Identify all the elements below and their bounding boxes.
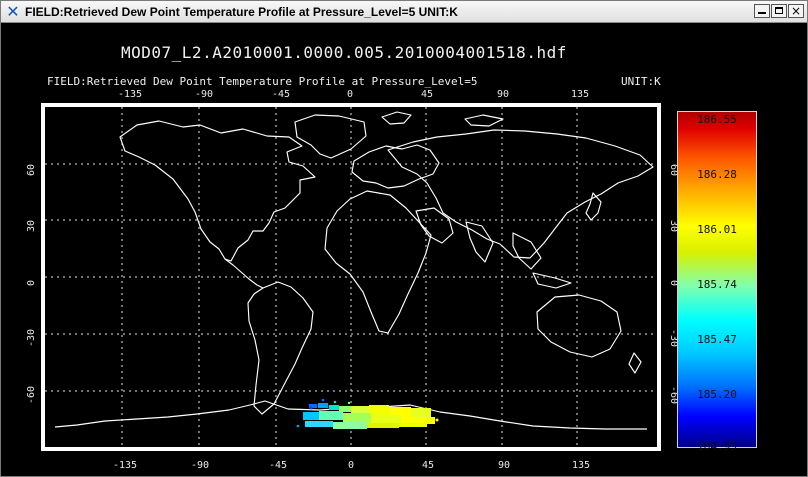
- bottom-longitude-tick: 135: [572, 460, 591, 471]
- colorbar-legend: 186.55 186.28 186.01 185.74 185.47 185.2…: [677, 111, 757, 453]
- colorbar-tick-label: 185.74: [697, 278, 737, 291]
- left-latitude-tick: 60: [26, 163, 37, 177]
- australia-coastline: [536, 294, 622, 358]
- bottom-longitude-tick: -45: [269, 460, 288, 471]
- india-coastline: [465, 221, 494, 263]
- map-gridlines: [45, 107, 657, 447]
- colorbar-tick-label: 185.20: [697, 388, 737, 401]
- window-title: FIELD:Retrieved Dew Point Temperature Pr…: [25, 5, 458, 19]
- colorbar-tick-label: 186.01: [697, 223, 737, 236]
- central-america-coastline: [224, 258, 264, 289]
- minimize-icon: [758, 12, 766, 14]
- top-longitude-tick: 0: [347, 89, 354, 100]
- world-map-svg: [45, 107, 657, 447]
- top-longitude-tick: 135: [571, 89, 590, 100]
- colorbar-tick-label: 184.93: [697, 440, 737, 453]
- maximize-button[interactable]: [771, 4, 787, 18]
- greenland-coastline: [294, 114, 367, 159]
- bottom-longitude-tick: 0: [348, 460, 355, 471]
- north-america-coastline: [119, 120, 316, 262]
- application-x-icon: ✕: [6, 2, 20, 21]
- unit-title: UNIT:K: [621, 75, 661, 88]
- dew-point-data-swath: [296, 398, 439, 429]
- southeast-asia-coastline: [512, 232, 572, 289]
- close-button[interactable]: ×: [788, 4, 804, 18]
- world-map-plot: [41, 103, 661, 451]
- asia-coastline: [387, 129, 654, 259]
- minimize-button[interactable]: [754, 4, 770, 18]
- arctic-islands-coastline: [381, 111, 504, 127]
- left-latitude-tick: -30: [26, 328, 37, 348]
- window-titlebar[interactable]: ✕ FIELD:Retrieved Dew Point Temperature …: [1, 1, 807, 23]
- antarctica-coastline: [54, 400, 647, 430]
- bottom-longitude-tick: 90: [498, 460, 511, 471]
- africa-coastline: [324, 190, 432, 334]
- top-longitude-tick: -90: [195, 89, 214, 100]
- japan-coastline: [585, 192, 602, 221]
- bottom-longitude-tick: 45: [422, 460, 435, 471]
- left-latitude-tick: 30: [26, 219, 37, 233]
- top-longitude-tick: 90: [497, 89, 510, 100]
- bottom-longitude-tick: -135: [113, 460, 138, 471]
- colorbar-gradient: [677, 111, 757, 448]
- new-zealand-coastline: [628, 352, 642, 374]
- coastline-layer: [54, 111, 654, 430]
- europe-coastline: [351, 144, 440, 189]
- arabia-coastline: [415, 207, 454, 244]
- top-longitude-tick: -45: [272, 89, 291, 100]
- colorbar-tick-label: 186.55: [697, 113, 737, 126]
- left-latitude-tick: -60: [26, 385, 37, 405]
- colorbar-tick-label: 186.28: [697, 168, 737, 181]
- maximize-icon: [775, 7, 783, 14]
- top-longitude-tick: -135: [118, 89, 143, 100]
- bottom-longitude-tick: -90: [191, 460, 210, 471]
- file-title: MOD07_L2.A2010001.0000.005.2010004001518…: [121, 43, 567, 62]
- field-title: FIELD:Retrieved Dew Point Temperature Pr…: [47, 75, 478, 88]
- plot-canvas: MOD07_L2.A2010001.0000.005.2010004001518…: [1, 23, 807, 476]
- left-latitude-tick: 0: [26, 279, 37, 287]
- top-longitude-tick: 45: [421, 89, 434, 100]
- colorbar-tick-label: 185.47: [697, 333, 737, 346]
